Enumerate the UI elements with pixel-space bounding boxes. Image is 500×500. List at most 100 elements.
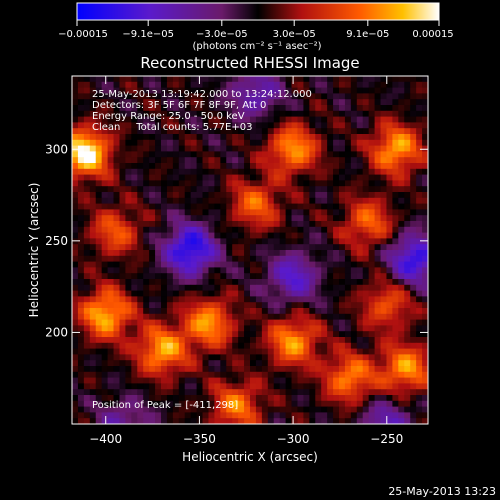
heatmap-cell bbox=[368, 244, 375, 251]
heatmap-cell bbox=[131, 313, 138, 320]
heatmap-cell bbox=[386, 255, 393, 262]
heatmap-cell bbox=[327, 76, 334, 83]
heatmap-cell bbox=[196, 302, 203, 309]
heatmap-cell bbox=[190, 116, 197, 123]
heatmap-cell bbox=[196, 99, 203, 106]
heatmap-cell bbox=[190, 250, 197, 257]
heatmap-cell bbox=[410, 342, 417, 349]
heatmap-cell bbox=[125, 389, 132, 396]
heatmap-cell bbox=[297, 186, 304, 193]
heatmap-cell bbox=[255, 76, 263, 83]
heatmap-cell bbox=[398, 81, 405, 88]
heatmap-cell bbox=[368, 400, 375, 407]
heatmap-cell bbox=[374, 93, 381, 100]
heatmap-cell bbox=[113, 151, 120, 158]
heatmap-cell bbox=[208, 400, 215, 407]
heatmap-cell bbox=[190, 203, 197, 210]
heatmap-cell bbox=[416, 418, 423, 424]
heatmap-cell bbox=[267, 99, 275, 106]
heatmap-cell bbox=[392, 226, 399, 233]
heatmap-cell bbox=[149, 145, 156, 152]
heatmap-cell bbox=[410, 302, 417, 309]
heatmap-cell bbox=[190, 273, 197, 280]
heatmap-cell bbox=[155, 128, 162, 135]
heatmap-cell bbox=[279, 250, 286, 257]
heatmap-cell bbox=[350, 284, 358, 291]
heatmap-cell bbox=[261, 325, 269, 332]
heatmap-cell bbox=[232, 145, 239, 152]
heatmap-cell bbox=[285, 192, 292, 199]
heatmap-cell bbox=[89, 395, 97, 402]
heatmap-cell bbox=[315, 290, 322, 297]
heatmap-cell bbox=[339, 331, 346, 338]
heatmap-cell bbox=[416, 180, 423, 187]
heatmap-cell bbox=[214, 290, 221, 297]
heatmap-cell bbox=[131, 232, 138, 239]
heatmap-cell bbox=[202, 371, 209, 378]
heatmap-cell bbox=[172, 168, 180, 175]
heatmap-cell bbox=[386, 81, 393, 88]
heatmap-cell bbox=[250, 255, 257, 262]
heatmap-cell bbox=[244, 110, 251, 117]
heatmap-cell bbox=[350, 308, 358, 315]
heatmap-cell bbox=[77, 406, 85, 413]
heatmap-cell bbox=[238, 93, 245, 100]
heatmap-cell bbox=[83, 296, 91, 303]
heatmap-cell bbox=[77, 325, 85, 332]
heatmap-cell bbox=[172, 331, 180, 338]
heatmap-cell bbox=[279, 76, 286, 83]
heatmap-cell bbox=[380, 325, 387, 332]
heatmap-cell bbox=[143, 186, 150, 193]
heatmap-cell bbox=[172, 134, 180, 141]
heatmap-cell bbox=[196, 337, 203, 344]
heatmap-cell bbox=[285, 163, 292, 170]
heatmap-cell bbox=[95, 325, 103, 332]
heatmap-cell bbox=[149, 209, 156, 216]
heatmap-cell bbox=[220, 151, 227, 158]
heatmap-cell bbox=[261, 232, 269, 239]
heatmap-cell bbox=[398, 76, 405, 83]
heatmap-cell bbox=[226, 418, 233, 424]
heatmap-cell bbox=[226, 81, 233, 88]
heatmap-cell bbox=[184, 168, 192, 175]
heatmap-cell bbox=[279, 139, 286, 146]
heatmap-cell bbox=[244, 128, 251, 135]
heatmap-cell bbox=[386, 360, 393, 367]
heatmap-cell bbox=[149, 412, 156, 419]
heatmap-cell bbox=[166, 313, 174, 320]
heatmap-cell bbox=[339, 168, 346, 175]
heatmap-cell bbox=[398, 128, 405, 135]
heatmap-cell bbox=[321, 151, 328, 158]
heatmap-cell bbox=[238, 122, 245, 129]
heatmap-cell bbox=[214, 76, 221, 83]
heatmap-cell bbox=[184, 81, 192, 88]
heatmap-cell bbox=[107, 418, 114, 424]
heatmap-cell bbox=[273, 139, 281, 146]
heatmap-cell bbox=[261, 348, 269, 355]
heatmap-cell bbox=[356, 93, 364, 100]
heatmap-cell bbox=[261, 261, 269, 268]
heatmap-cell bbox=[178, 371, 186, 378]
heatmap-cell bbox=[327, 139, 334, 146]
heatmap-cell bbox=[161, 308, 168, 315]
heatmap-cell bbox=[267, 145, 275, 152]
heatmap-cell bbox=[137, 302, 144, 309]
heatmap-cell bbox=[202, 76, 209, 83]
heatmap-cell bbox=[255, 110, 263, 117]
heatmap-cell bbox=[178, 366, 186, 373]
heatmap-cell bbox=[143, 406, 150, 413]
heatmap-cell bbox=[137, 168, 144, 175]
heatmap-cell bbox=[422, 261, 428, 268]
heatmap-cell bbox=[315, 87, 322, 94]
heatmap-cell bbox=[184, 226, 192, 233]
heatmap-cell bbox=[333, 360, 340, 367]
heatmap-cell bbox=[285, 180, 292, 187]
heatmap-cell bbox=[190, 290, 197, 297]
heatmap-cell bbox=[107, 279, 114, 286]
heatmap-cell bbox=[161, 186, 168, 193]
heatmap-cell bbox=[356, 279, 364, 286]
heatmap-cell bbox=[267, 87, 275, 94]
heatmap-cell bbox=[202, 122, 209, 129]
heatmap-cell bbox=[267, 116, 275, 123]
heatmap-cell bbox=[309, 192, 316, 199]
